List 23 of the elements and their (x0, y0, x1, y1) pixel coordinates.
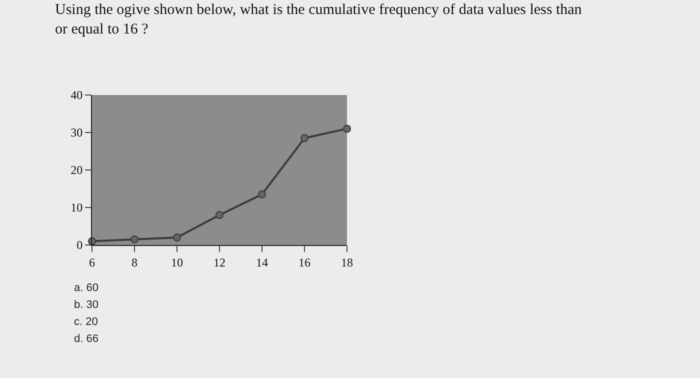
x-tick-label: 12 (214, 255, 226, 270)
x-tick-label: 6 (89, 255, 95, 270)
point (216, 211, 224, 219)
y-tick-label: 0 (76, 238, 83, 252)
y-tick-label: 30 (70, 126, 83, 140)
text: a. 60 (74, 282, 98, 294)
y-tick-label: 40 (70, 88, 83, 102)
x-tick-label: 18 (341, 255, 353, 270)
chart-title: Using the ogive shown below, what is the cumulative frequency of data values less than or equal to 16 ? (55, 2, 582, 38)
x-tick-label: 8 (132, 255, 138, 270)
text: c. 20 (74, 316, 98, 328)
point (130, 235, 138, 244)
point (258, 190, 266, 198)
x-tick-label: 16 (298, 255, 310, 270)
y-tick-label: 10 (70, 200, 83, 215)
point (300, 134, 308, 142)
x-tick-label: 14 (256, 255, 268, 270)
y-tick-label: 20 (70, 163, 83, 178)
text: d. 66 (74, 333, 98, 345)
x-tick-label: 10 (171, 255, 183, 270)
point (343, 124, 351, 133)
point (173, 234, 181, 242)
text: b. 30 (74, 299, 98, 311)
